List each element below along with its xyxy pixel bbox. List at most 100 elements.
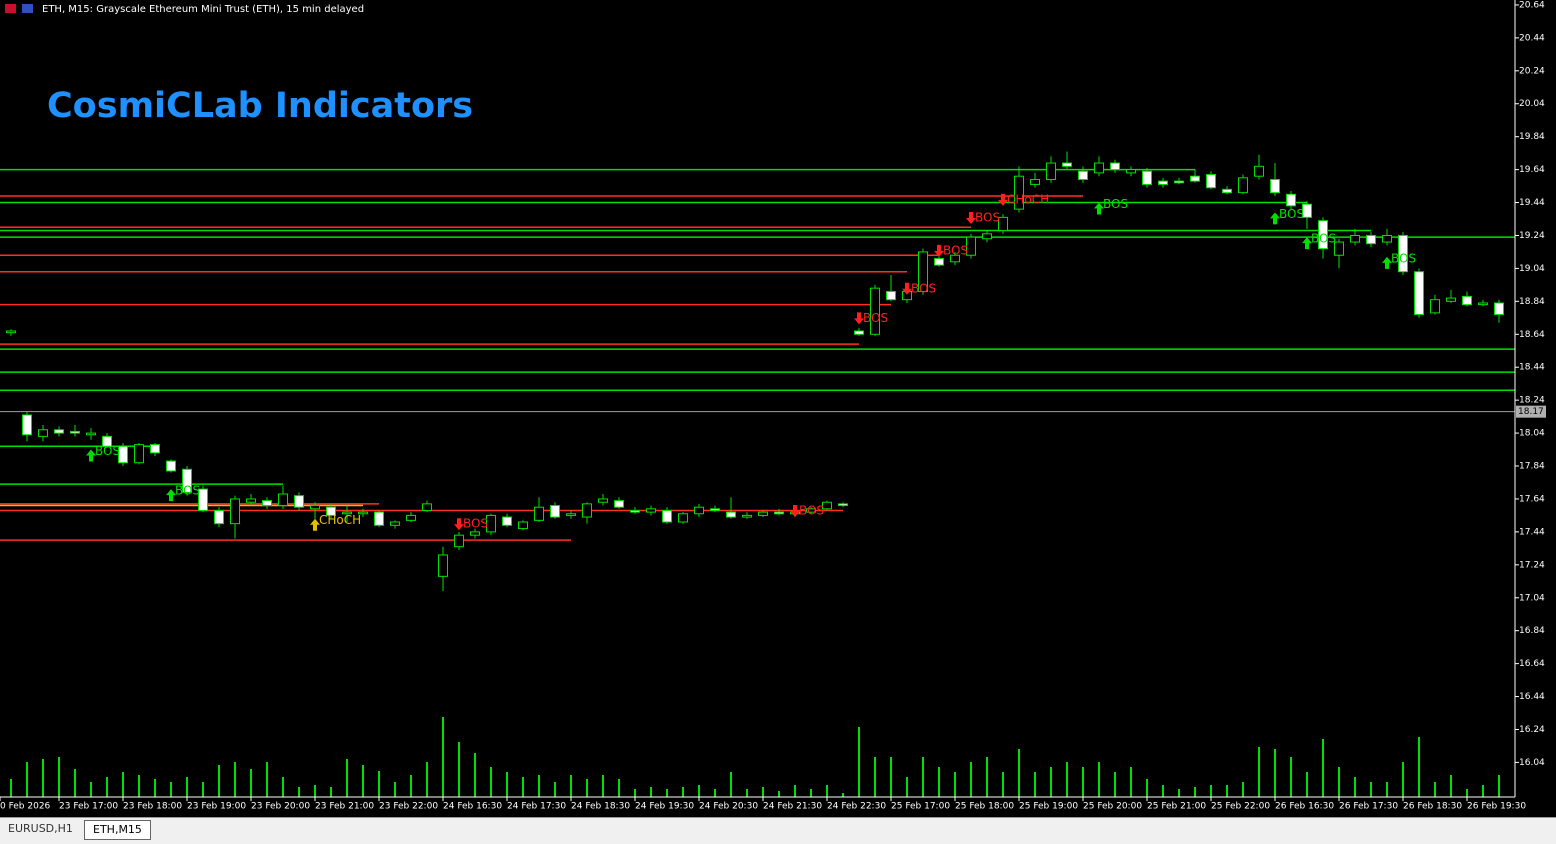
x-tick-label: 25 Feb 20:00 [1083,802,1142,812]
candle-body [230,498,240,525]
candle-body [358,511,368,515]
candle-body [198,488,208,511]
x-tick-label: 24 Feb 16:30 [443,802,502,812]
candle-body [1462,295,1472,306]
y-tick-label: 20.04 [1519,99,1545,109]
y-tick-label: 19.64 [1519,165,1545,175]
candle-body [982,233,992,240]
candle-body [806,508,816,513]
x-tick-label: 24 Feb 18:30 [571,802,630,812]
candle-body [118,445,128,464]
y-tick-label: 18.84 [1519,297,1545,307]
x-tick-label: 24 Feb 17:30 [507,802,566,812]
signal-arrow [854,312,864,325]
signal-arrow [934,244,944,257]
y-tick-label: 16.64 [1519,659,1545,669]
candle-body [1062,162,1072,167]
candle-body [998,216,1008,232]
signal-label: BOS [463,517,488,531]
candle-body [598,498,608,503]
candle-body [1206,174,1216,189]
candle-body [518,521,528,530]
candle-body [1142,170,1152,185]
signal-label: BOS [1391,251,1416,265]
candle-body [1446,297,1456,302]
signal-label: CHoCH [1007,192,1049,206]
signal-label: BOS [943,243,968,257]
x-tick-label: 23 Feb 20:00 [251,802,310,812]
signal-arrow [1382,256,1392,269]
x-tick-label: 25 Feb 22:00 [1211,802,1270,812]
candle-body [694,506,704,515]
flag-icon [5,4,16,13]
x-tick-label: 25 Feb 19:00 [1019,802,1078,812]
y-tick-label: 16.24 [1519,725,1545,735]
signal-arrow [454,518,464,531]
candle-body [582,503,592,518]
candle-body [1414,271,1424,316]
candle-body [950,254,960,263]
candle-body [182,468,192,493]
signal-arrow [1094,202,1104,215]
candle-body [1382,234,1392,243]
candle-body [310,505,320,510]
x-tick-label: 25 Feb 17:00 [891,802,950,812]
candle-body [566,513,576,516]
candle-body [1318,220,1328,250]
x-tick-label: 24 Feb 19:30 [635,802,694,812]
signal-label: BOS [175,484,200,498]
candle-body [1350,234,1360,243]
candle-body [70,430,80,434]
candle-body [1110,162,1120,171]
window-title: ETH, M15: Grayscale Ethereum Mini Trust … [42,4,364,15]
candle-body [630,509,640,513]
signal-arrow [998,193,1008,206]
candle-body [966,236,976,256]
signal-arrow [790,505,800,518]
candle-body [38,429,48,437]
candle-body [934,258,944,266]
candle-body [1222,188,1232,194]
signal-arrow [86,449,96,462]
signal-label: BOS [799,504,824,518]
signal-arrow [166,489,176,502]
candle-body [1286,193,1296,207]
candle-body [870,287,880,335]
y-tick-label: 16.44 [1519,692,1545,702]
background [0,0,1556,817]
signal-label: CHoCH [319,513,361,527]
candle-body [726,511,736,518]
y-tick-label: 18.04 [1519,429,1545,439]
tab[interactable]: EURUSD,H1 [8,822,73,835]
candle-body [1478,302,1488,306]
y-tick-label: 16.84 [1519,626,1545,636]
candle-body [886,290,896,301]
candle-body [854,330,864,335]
y-tick-label: 19.44 [1519,198,1545,208]
signal-arrow [902,282,912,295]
candle-body [214,509,224,525]
candle-body [1078,170,1088,180]
chart-title: CosmiCLab Indicators [47,86,473,126]
y-tick-label: 20.24 [1519,66,1545,76]
candle-body [22,414,32,436]
candle-body [1094,162,1104,174]
y-tick-label: 20.64 [1519,0,1545,10]
candle-body [102,435,112,447]
candle-body [326,506,336,516]
signal-arrow [966,211,976,224]
tab-active[interactable]: ETH,M15 [84,820,151,840]
x-tick-label: 24 Feb 21:30 [763,802,822,812]
candle-body [294,495,304,508]
candle-body [742,514,752,518]
plot: BOS BOS CHoCH BOS BOS BOS BOS BOS BOS CHoCH BOS BOS… [0,151,1515,797]
candle-body [1366,234,1376,245]
x-tick-label: 23 Feb 19:00 [187,802,246,812]
candle-body [774,511,784,515]
candle-body [262,500,272,507]
candle-body [150,444,160,454]
x-tick-label: 26 Feb 16:30 [1275,802,1334,812]
candle-body [1174,180,1184,184]
signal-arrow [1302,237,1312,250]
candle-body [246,498,256,503]
